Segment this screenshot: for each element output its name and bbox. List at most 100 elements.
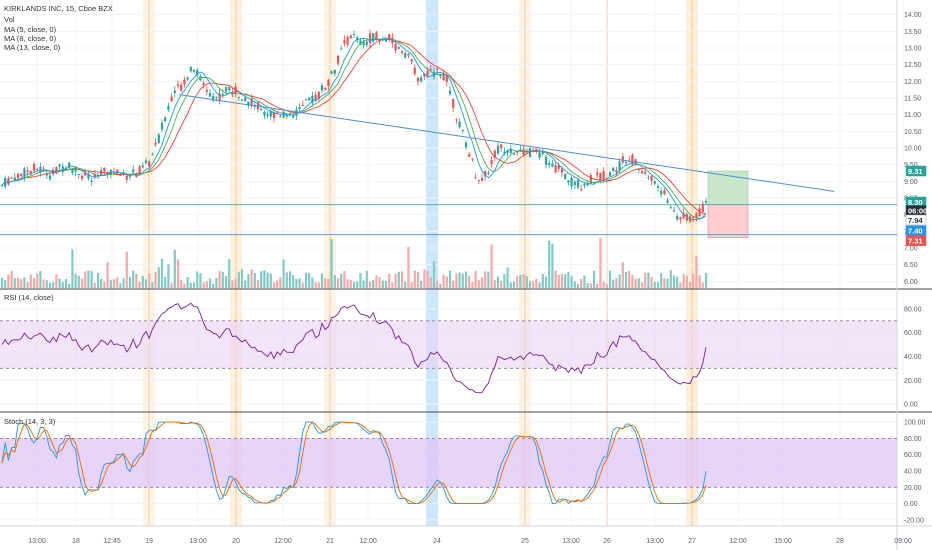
volume-bar — [247, 274, 250, 288]
volume-bar — [77, 275, 80, 288]
stoch-legend[interactable]: Stoch (14, 3, 3) — [4, 417, 56, 426]
volume-bar — [266, 272, 269, 288]
volume-bar — [663, 278, 666, 288]
volume-bar — [138, 281, 141, 288]
volume-bar — [228, 258, 231, 288]
volume-bar — [535, 278, 538, 288]
candle-body — [512, 153, 516, 155]
volume-bar — [576, 283, 580, 288]
profit-zone[interactable] — [707, 170, 749, 205]
candle-body — [160, 122, 164, 130]
loss-zone[interactable] — [707, 204, 749, 238]
candle-body — [637, 169, 640, 171]
candle-body — [576, 179, 580, 188]
candle-body — [618, 161, 621, 171]
volume-bar — [359, 273, 362, 288]
candle-body — [237, 96, 240, 98]
volume-bar — [528, 281, 532, 288]
candle-body — [212, 95, 215, 101]
candle-body — [282, 111, 285, 118]
volume-bar — [605, 283, 608, 288]
candle-body — [692, 216, 695, 219]
volume-bar — [311, 277, 314, 288]
candle-body — [48, 175, 52, 180]
y-tick-label: 6.00 — [904, 279, 918, 286]
candle-body — [269, 111, 272, 117]
candle-body — [87, 173, 90, 179]
volume-bar — [109, 279, 112, 288]
candle-body — [80, 175, 84, 179]
stoch-band — [0, 438, 897, 488]
volume-bar — [285, 272, 288, 288]
rsi-band — [0, 320, 897, 369]
volume-bar — [650, 277, 653, 288]
volume-bar — [493, 280, 496, 288]
candle-body — [304, 99, 308, 101]
candle-body — [244, 97, 247, 102]
candle-body — [250, 98, 253, 106]
candle-body — [32, 163, 36, 171]
symbol-title[interactable]: KIRKLANDS INC, 15, Cboe BZX — [4, 4, 113, 13]
candle-body — [448, 90, 452, 94]
volume-bar — [416, 271, 420, 288]
volume-bar — [397, 271, 400, 288]
candle-body — [256, 102, 260, 110]
volume-bar — [404, 281, 407, 288]
ma13-legend[interactable]: MA (13, close, 0) — [4, 43, 61, 52]
candle-body — [64, 167, 68, 171]
volume-bar — [4, 280, 7, 288]
candle-body — [404, 53, 407, 58]
candle-body — [612, 167, 615, 171]
candle-body — [189, 66, 192, 72]
candle-body — [333, 69, 336, 74]
volume-bar — [304, 272, 308, 288]
ma5-legend[interactable]: MA (5, close, 0) — [4, 25, 57, 34]
volume-bar — [160, 258, 164, 288]
volume-bar — [23, 277, 26, 288]
x-tick-label: 13:00 — [189, 538, 207, 545]
volume-bar — [250, 269, 253, 288]
ma8-legend[interactable]: MA (8, close, 0) — [4, 34, 57, 43]
rsi-legend[interactable]: RSI (14, close) — [4, 293, 54, 302]
volume-bar — [336, 278, 340, 288]
y-tick-label: 11.50 — [904, 96, 921, 103]
volume-bar — [205, 281, 208, 288]
candle-body — [624, 162, 628, 164]
candle-body — [573, 181, 576, 186]
volume-bar — [436, 280, 439, 288]
candle-body — [4, 178, 7, 187]
candle-body — [164, 117, 167, 121]
candle-body — [151, 154, 154, 156]
candle-body — [682, 213, 685, 219]
candle-body — [208, 92, 212, 97]
volume-bar — [84, 271, 87, 288]
volume-bar — [231, 280, 234, 288]
candle-body — [103, 167, 106, 172]
candle-body — [509, 148, 512, 153]
volume-bar — [618, 274, 621, 288]
volume-bar — [368, 281, 372, 288]
volume-bar — [509, 282, 512, 288]
candle-body — [317, 91, 320, 99]
volume-bar — [224, 275, 228, 288]
candle-body — [340, 48, 343, 50]
candle-body — [640, 171, 644, 174]
candle-body — [176, 84, 180, 86]
trend-line[interactable] — [179, 94, 835, 192]
candle-body — [586, 183, 589, 186]
volume-bar — [42, 279, 45, 288]
rsi-tick-label: 60.00 — [904, 330, 922, 337]
vol-legend[interactable]: Vol — [4, 15, 15, 24]
candle-body — [480, 178, 484, 181]
candle-body — [202, 82, 205, 85]
volume-bar — [701, 282, 704, 288]
volume-bar — [52, 282, 55, 288]
volume-bar — [119, 283, 122, 288]
candle-body — [564, 174, 567, 179]
candle-body — [39, 166, 42, 173]
volume-bar — [541, 273, 544, 288]
candle-body — [180, 84, 183, 91]
candle-body — [266, 114, 269, 116]
volume-bar — [688, 281, 692, 288]
